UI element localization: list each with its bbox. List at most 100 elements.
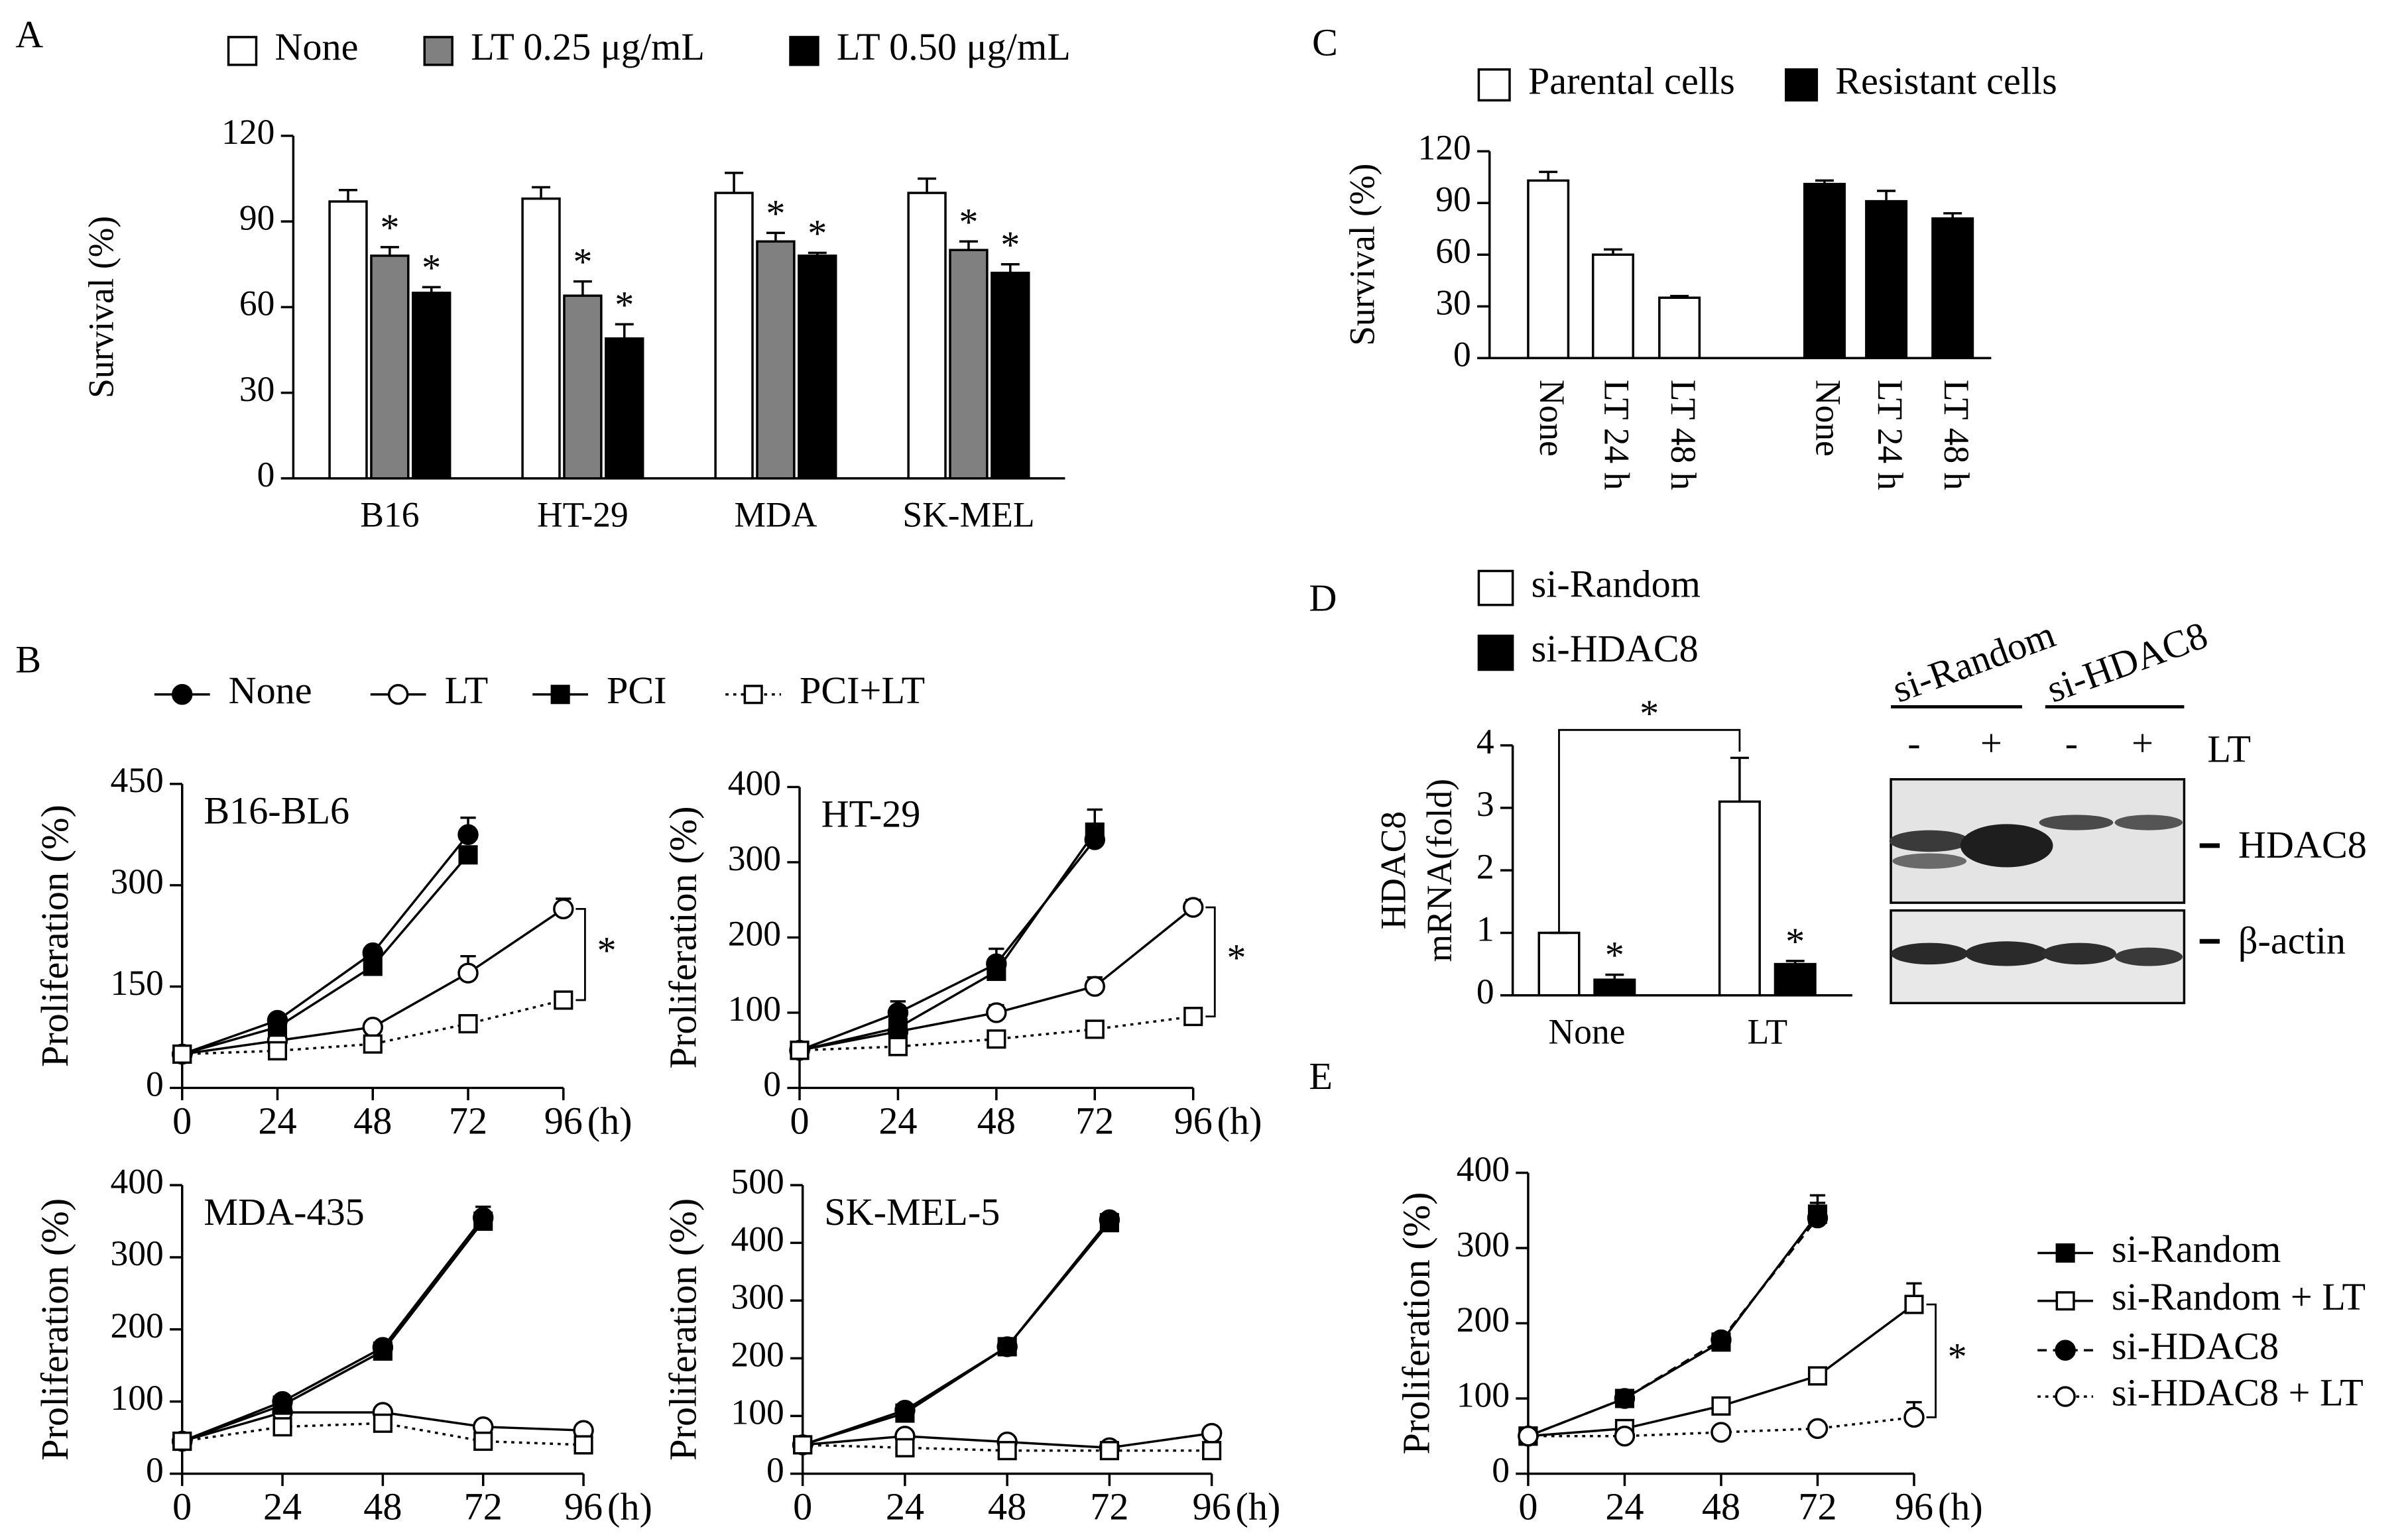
series-line xyxy=(182,854,469,1056)
x-tick-label: 48 xyxy=(363,1485,402,1528)
x-tick-label: 48 xyxy=(977,1100,1016,1143)
error-bar xyxy=(1000,263,1020,273)
significance-label: * xyxy=(1640,692,1659,735)
x-tick-label: 0 xyxy=(790,1100,809,1143)
x-unit-label: (h) xyxy=(607,1485,652,1528)
error-bar xyxy=(1539,170,1558,181)
blot-group-label: si-Random xyxy=(1887,612,2061,711)
x-tick-label: 24 xyxy=(258,1100,296,1143)
marker xyxy=(172,1431,192,1452)
legend-marker xyxy=(2055,1243,2075,1263)
marker xyxy=(1903,1406,1925,1428)
significance-label: * xyxy=(808,212,827,255)
bar xyxy=(1803,182,1846,359)
marker xyxy=(473,1431,493,1452)
marker xyxy=(573,1435,593,1455)
band-label: HDAC8 xyxy=(2238,823,2367,866)
y-axis-label: Proliferation (%) xyxy=(33,1198,76,1461)
y-tick-label: 0 xyxy=(1476,972,1494,1011)
legend-label: None xyxy=(229,669,312,712)
legend-label: None xyxy=(274,25,358,68)
x-unit-label: (h) xyxy=(1938,1485,1983,1528)
bar xyxy=(412,292,452,480)
y-tick-label: 100 xyxy=(110,1378,163,1418)
series-line xyxy=(1528,1303,1915,1438)
subplot-title: SK-MEL-5 xyxy=(824,1190,1000,1233)
x-tick-label: None xyxy=(1809,380,1848,457)
significance-label: * xyxy=(1227,937,1246,980)
y-tick-label: 200 xyxy=(110,1306,163,1345)
legend-label: Parental cells xyxy=(1528,59,1735,102)
marker xyxy=(267,1017,288,1037)
marker xyxy=(272,1395,292,1415)
marker xyxy=(473,1211,493,1231)
series-line xyxy=(1528,1213,1819,1438)
marker xyxy=(997,1441,1017,1461)
y-tick-label: 0 xyxy=(763,1064,781,1104)
marker xyxy=(987,961,1006,982)
error-bar xyxy=(380,246,399,256)
y-tick-label: 400 xyxy=(731,1219,784,1259)
band xyxy=(2042,942,2116,965)
marker xyxy=(554,990,573,1010)
marker xyxy=(895,1438,915,1457)
marker xyxy=(1182,897,1204,918)
y-tick-label: 400 xyxy=(110,1161,163,1201)
x-tick-label: LT xyxy=(1748,1012,1787,1052)
band xyxy=(2114,947,2183,966)
y-tick-label: 450 xyxy=(110,760,163,800)
y-tick-label: 4 xyxy=(1476,722,1494,762)
x-tick-label: 0 xyxy=(793,1485,812,1528)
legend-swatch xyxy=(1477,68,1511,102)
error-bar xyxy=(1604,248,1622,255)
series-line xyxy=(799,831,1096,1052)
marker xyxy=(553,898,574,920)
y-tick-label: 200 xyxy=(1457,1300,1510,1339)
significance-bracket xyxy=(1926,1303,1937,1418)
series-line xyxy=(182,999,564,1056)
series-line xyxy=(802,1222,1111,1446)
legend-label: LT 0.50 μg/mL xyxy=(837,25,1071,68)
x-tick-label: LT 24 h xyxy=(1870,380,1910,490)
marker xyxy=(1711,1396,1731,1416)
legend-marker xyxy=(743,685,763,705)
bar xyxy=(605,337,644,480)
bar xyxy=(1658,296,1701,359)
lane-label: - xyxy=(1907,721,1920,764)
marker xyxy=(458,1014,478,1034)
legend-label: si-Random xyxy=(2112,1227,2281,1271)
marker xyxy=(1904,1294,1924,1314)
marker xyxy=(888,1037,908,1056)
legend-swatch xyxy=(227,36,258,66)
y-tick-label: 2 xyxy=(1476,846,1494,886)
y-axis-label: Survival (%) xyxy=(82,216,121,398)
bar xyxy=(798,255,837,480)
legend-label: Resistant cells xyxy=(1835,59,2057,102)
significance-label: * xyxy=(422,246,441,289)
y-tick-label: 0 xyxy=(146,1064,164,1104)
x-tick-label: 48 xyxy=(353,1100,392,1143)
error-bar xyxy=(615,323,634,339)
y-tick-label: 90 xyxy=(239,198,275,237)
y-tick-label: 200 xyxy=(728,914,781,954)
marker xyxy=(888,1018,908,1038)
x-tick-label: LT 48 h xyxy=(1663,380,1703,490)
significance-label: * xyxy=(380,206,399,249)
error-bar xyxy=(573,280,592,296)
marker xyxy=(362,1016,383,1038)
series-line xyxy=(802,1219,1111,1446)
x-tick-label: SK-MEL xyxy=(902,495,1034,535)
y-tick-label: 300 xyxy=(728,838,781,878)
band xyxy=(1889,830,1970,852)
legend-marker xyxy=(2055,1291,2075,1311)
band xyxy=(1960,824,2053,868)
x-unit-label: (h) xyxy=(1236,1485,1281,1528)
series-line xyxy=(802,1444,1212,1452)
error-bar xyxy=(1730,756,1749,802)
significance-bracket xyxy=(1558,728,1741,933)
bar xyxy=(714,192,754,480)
marker xyxy=(373,1413,392,1433)
error-bar xyxy=(1815,179,1834,184)
legend-swatch xyxy=(1477,569,1514,606)
